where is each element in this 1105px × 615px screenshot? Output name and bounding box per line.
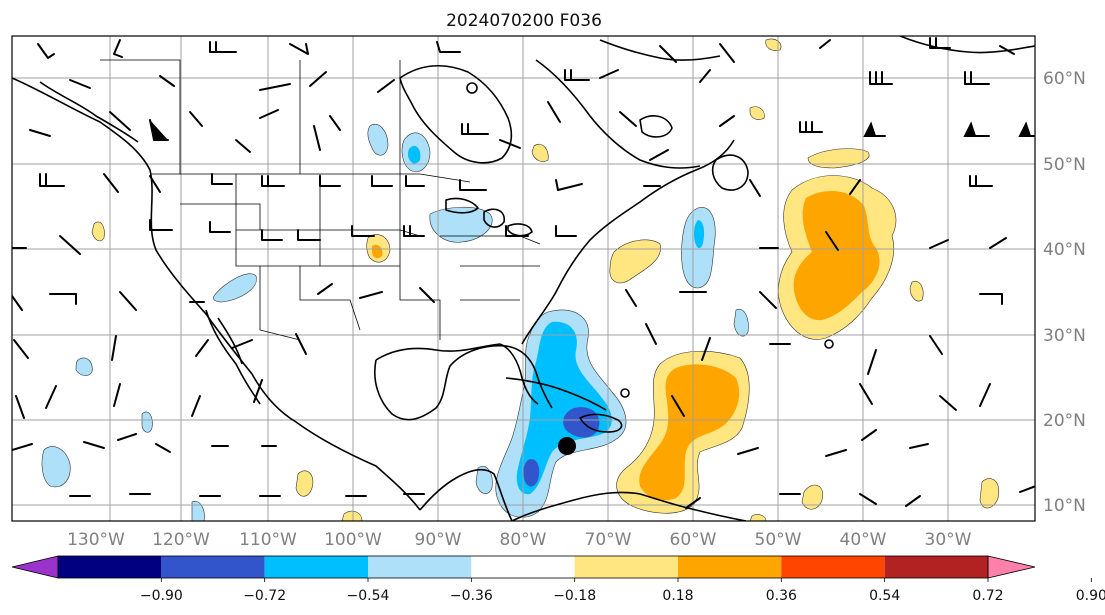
pos-anomaly-sm7	[91, 221, 105, 242]
pos-anomaly-sm13	[749, 514, 767, 521]
neg-anomaly-atl-mid	[694, 220, 705, 249]
pos-anomaly-sm1	[807, 148, 870, 169]
pos-anomaly-sm8	[531, 143, 549, 162]
pos-anomaly-mid-2	[793, 191, 880, 321]
lat-label: 40°N	[1043, 240, 1086, 260]
colorbar-tick-label: 0.54	[869, 588, 900, 604]
colorbar-segment	[781, 556, 885, 578]
azores-circle	[824, 339, 834, 349]
small-island-circle	[466, 82, 478, 94]
neg-anomaly-pac3	[141, 411, 153, 433]
neg-anomaly-sm2	[191, 500, 205, 521]
colorbar-tick-label: −0.72	[243, 588, 286, 604]
colorbar-tick-label: 0.18	[662, 588, 693, 604]
lon-label: 80°W	[500, 530, 547, 550]
colorbar-segment	[161, 556, 265, 578]
pos-anomaly-mid	[639, 364, 740, 501]
wind-barbs	[12, 37, 1035, 509]
colorbar-segment	[368, 556, 472, 578]
lon-label: 130°W	[67, 530, 125, 550]
colorbar-extend-high	[987, 555, 1036, 579]
colorbar-segment	[884, 556, 988, 578]
colorbar-tick-label: 0.72	[972, 588, 1003, 604]
political-borders	[100, 59, 541, 341]
anomaly-shading	[41, 38, 1000, 521]
pos-anomaly-sm5	[801, 484, 824, 510]
neg-anomaly-west	[213, 273, 257, 303]
gridlines	[12, 36, 1035, 521]
neg-anomaly-mid	[516, 321, 612, 495]
colorbar-tick-label: −0.90	[140, 588, 183, 604]
pos-anomaly-sm10	[909, 280, 924, 302]
map-frame	[11, 35, 1036, 522]
neg-anomaly-sm3	[475, 466, 493, 494]
neg-anomaly-north	[367, 124, 389, 156]
pos-anomaly-sm9	[749, 106, 765, 120]
coastlines	[12, 36, 1035, 521]
colorbar-tick-label: −0.36	[450, 588, 493, 604]
lat-label: 60°N	[1043, 69, 1086, 89]
lat-label: 20°N	[1043, 411, 1086, 431]
bermuda-circle	[620, 388, 630, 398]
lat-label: 30°N	[1043, 326, 1086, 346]
colorbar-segment	[264, 556, 368, 578]
neg-anomaly-pacific	[41, 446, 71, 488]
lon-label: 60°W	[670, 530, 717, 550]
colorbar-segment	[471, 556, 575, 578]
pos-anomaly-sm3-mid	[372, 244, 383, 259]
longitude-labels: 130°W 120°W 110°W 100°W 90°W 80°W 70°W 6…	[67, 530, 972, 550]
pos-anomaly-sm12	[341, 510, 363, 521]
colorbar-frame	[57, 555, 989, 579]
neg-anomaly-lakes	[429, 206, 493, 243]
colorbar-tick-label: −0.54	[347, 588, 390, 604]
lon-label: 100°W	[324, 530, 382, 550]
colorbar-tick-label: 0.36	[766, 588, 797, 604]
neg-anomaly-pac2	[75, 357, 93, 376]
map-title: 2024070200 F036	[446, 11, 602, 31]
pos-anomaly-sm2	[609, 239, 661, 284]
pos-anomaly-sm11	[765, 38, 782, 51]
latitude-labels: 60°N 50°N 40°N 30°N 20°N 10°N	[1043, 69, 1086, 516]
lon-label: 90°W	[415, 530, 462, 550]
neg-anomaly-dark-2	[523, 459, 540, 487]
colorbar-tick-label: 0.90	[1076, 588, 1105, 604]
neg-anomaly-hudson-mid	[408, 145, 421, 164]
colorbar-segment	[574, 556, 678, 578]
colorbar-segment	[678, 556, 782, 578]
lon-label: 110°W	[239, 530, 297, 550]
storm-center-marker	[558, 437, 576, 455]
colorbar-tick-label: −0.18	[553, 588, 596, 604]
lon-label: 40°W	[840, 530, 887, 550]
lon-label: 30°W	[925, 530, 972, 550]
colorbar-segment	[58, 556, 162, 578]
lat-label: 50°N	[1043, 155, 1086, 175]
map-panel	[11, 35, 1036, 522]
colorbar-extend-low	[11, 555, 59, 579]
neg-anomaly-sm1	[733, 308, 749, 337]
colorbar: −0.90 −0.72 −0.54 −0.36 −0.18 0.18 0.36 0.54 0.7…	[11, 555, 1105, 604]
lon-label: 70°W	[585, 530, 632, 550]
lat-label: 10°N	[1043, 496, 1086, 516]
lon-label: 120°W	[152, 530, 210, 550]
pos-anomaly-sm4	[295, 470, 314, 497]
lon-label: 50°W	[755, 530, 802, 550]
